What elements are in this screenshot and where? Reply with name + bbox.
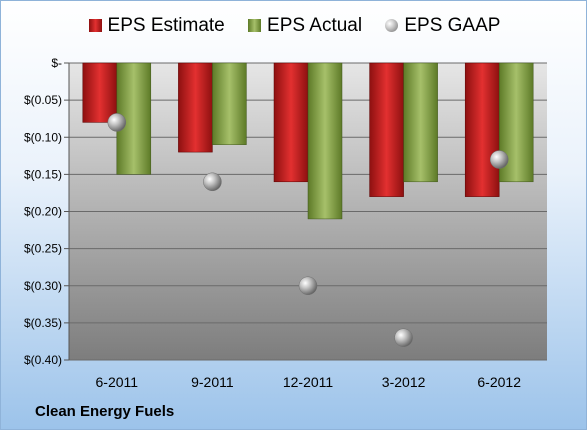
legend-item-actual: EPS Actual: [248, 15, 362, 37]
y-tick-label: $(0.40): [24, 353, 62, 367]
x-tick-label: 3-2012: [382, 374, 426, 390]
chart-legend: EPS Estimate EPS Actual EPS GAAP: [1, 15, 586, 37]
x-tick-label: 6-2011: [96, 374, 139, 390]
y-tick-label: $-: [51, 56, 62, 70]
point-eps-gaap: [489, 150, 509, 169]
x-tick-label: 9-2011: [191, 374, 234, 390]
x-tick-label: 12-2011: [283, 374, 334, 390]
bar-eps-estimate: [369, 62, 404, 197]
y-tick-label: $(0.15): [24, 167, 62, 181]
estimate-swatch: [88, 19, 102, 32]
legend-item-estimate: EPS Estimate: [88, 15, 225, 37]
y-tick-label: $(0.10): [24, 130, 62, 144]
actual-swatch: [248, 19, 262, 32]
y-tick-label: $(0.20): [24, 205, 62, 219]
bar-eps-actual: [307, 62, 343, 220]
bar-eps-estimate: [178, 62, 213, 153]
y-tick-label: $(0.05): [24, 93, 62, 107]
point-eps-gaap: [203, 172, 222, 192]
point-eps-gaap: [394, 328, 413, 347]
y-tick-label: $(0.35): [24, 316, 62, 330]
point-eps-gaap: [298, 276, 318, 295]
bar-eps-actual: [212, 62, 247, 145]
y-tick-label: $(0.30): [24, 279, 62, 293]
x-tick-label: 6-2012: [477, 374, 521, 390]
bar-eps-estimate: [82, 62, 118, 123]
legend-item-gaap: EPS GAAP: [385, 15, 500, 37]
bar-eps-estimate: [273, 62, 309, 183]
company-name: Clean Energy Fuels: [35, 403, 175, 420]
bar-eps-actual: [403, 62, 438, 183]
legend-label-actual: EPS Actual: [267, 15, 363, 36]
point-eps-gaap: [107, 113, 127, 132]
y-tick-label: $(0.25): [24, 242, 62, 256]
legend-label-estimate: EPS Estimate: [107, 15, 225, 36]
legend-label-gaap: EPS GAAP: [404, 15, 501, 36]
gaap-swatch: [385, 19, 399, 32]
bar-eps-estimate: [464, 62, 500, 197]
